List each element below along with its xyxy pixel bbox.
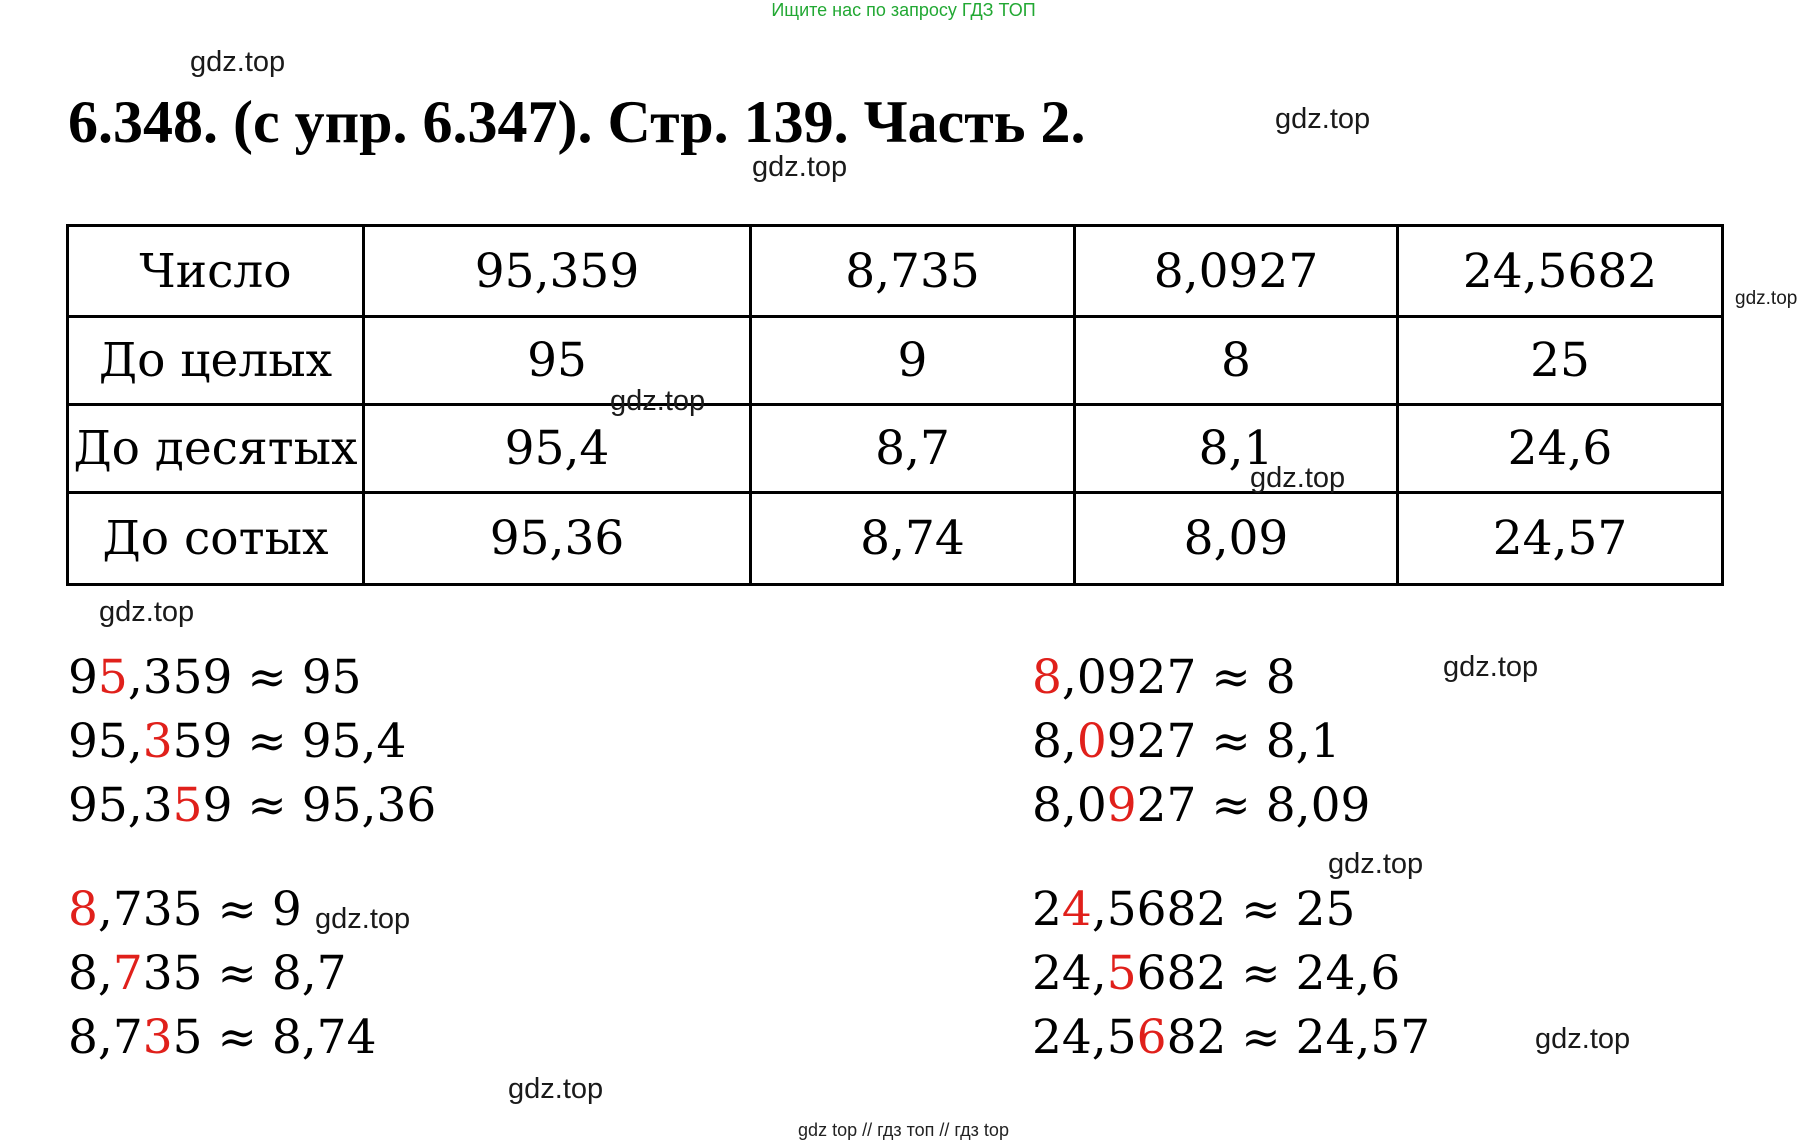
table-cell: 95,4 — [362, 403, 752, 494]
table-cell: 9 — [749, 315, 1076, 406]
table-cell: 25 — [1396, 315, 1724, 406]
bottom-links[interactable]: gdz top // гдз топ // гдз top — [798, 1120, 1009, 1140]
watermark: gdz.top — [1250, 462, 1346, 494]
watermark: gdz.top — [1443, 651, 1539, 683]
table-row: Число 95,359 8,735 8,0927 24,5682 — [66, 224, 1724, 318]
table-header-cell: 24,5682 — [1396, 224, 1724, 318]
table-cell: 95,36 — [362, 491, 752, 586]
row-label: До сотых — [66, 491, 365, 586]
table-cell: 8,1 — [1073, 403, 1399, 494]
calc-line: 95,359 ≈ 95,4 — [68, 714, 407, 769]
table-cell: 8,74 — [749, 491, 1076, 586]
watermark: gdz.top — [610, 385, 706, 417]
calc-line: 8,0927 ≈ 8,1 — [1032, 714, 1341, 769]
page-title: 6.348. (с упр. 6.347). Стр. 139. Часть 2… — [68, 89, 1086, 155]
rounding-table: Число 95,359 8,735 8,0927 24,5682 До цел… — [66, 224, 1724, 586]
watermark: gdz.top — [752, 151, 848, 183]
table-header-cell: Число — [66, 224, 365, 318]
calc-line: 24,5682 ≈ 24,6 — [1032, 946, 1401, 1001]
watermark: gdz.top — [508, 1073, 604, 1105]
calc-line: 8,0927 ≈ 8 — [1032, 650, 1296, 705]
table-cell: 95 — [362, 315, 752, 406]
table-cell: 8,09 — [1073, 491, 1399, 586]
table-row: До десятых 95,4 8,7 8,1 24,6 — [66, 403, 1724, 494]
watermark: gdz.top — [1275, 103, 1371, 135]
calc-line: 24,5682 ≈ 24,57 — [1032, 1010, 1431, 1065]
row-label: До целых — [66, 315, 365, 406]
table-row: До сотых 95,36 8,74 8,09 24,57 — [66, 491, 1724, 586]
calc-line: 8,735 ≈ 8,7 — [68, 946, 347, 1001]
watermark: gdz.top — [99, 596, 195, 628]
table-cell: 8 — [1073, 315, 1399, 406]
calc-line: 95,359 ≈ 95 — [68, 650, 362, 705]
table-header-cell: 8,0927 — [1073, 224, 1399, 318]
watermark: gdz.top — [190, 46, 286, 78]
table-cell: 24,57 — [1396, 491, 1724, 586]
calc-line: 24,5682 ≈ 25 — [1032, 882, 1356, 937]
calc-line: 95,359 ≈ 95,36 — [68, 778, 437, 833]
table-cell: 24,6 — [1396, 403, 1724, 494]
watermark: gdz.top — [1328, 848, 1424, 880]
table-header-cell: 95,359 — [362, 224, 752, 318]
top-banner: Ищите нас по запросу ГДЗ ТОП — [771, 0, 1036, 20]
table-cell: 8,7 — [749, 403, 1076, 494]
calc-line: 8,735 ≈ 9 — [68, 882, 302, 937]
table-row: До целых 95 9 8 25 — [66, 315, 1724, 406]
row-label: До десятых — [66, 403, 365, 494]
watermark: gdz.top — [1535, 1023, 1631, 1055]
calc-line: 8,735 ≈ 8,74 — [68, 1010, 377, 1065]
calc-line: 8,0927 ≈ 8,09 — [1032, 778, 1371, 833]
table-header-cell: 8,735 — [749, 224, 1076, 318]
watermark: gdz.top — [315, 903, 411, 935]
watermark: gdz.top — [1735, 288, 1798, 309]
